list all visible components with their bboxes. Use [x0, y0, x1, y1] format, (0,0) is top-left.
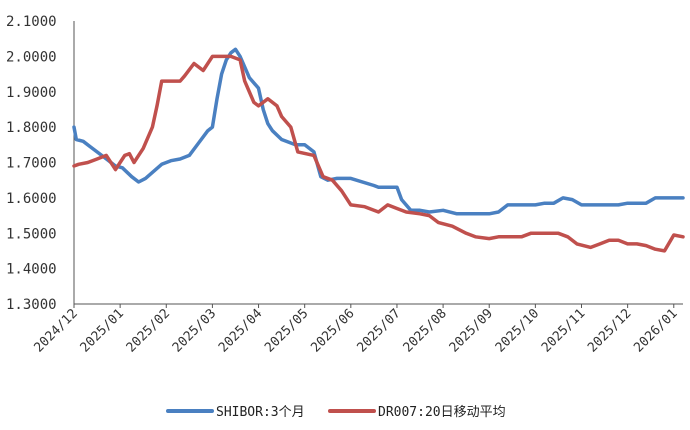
x-tick-label: 2025/06 [308, 306, 357, 355]
y-tick-label: 1.3000 [6, 297, 57, 313]
x-tick-label: 2025/04 [216, 306, 265, 355]
legend: SHIBOR:3个月 DR007:20日移动平均 [166, 405, 506, 420]
legend-label: SHIBOR:3个月 [216, 405, 305, 420]
x-tick-label: 2025/05 [262, 306, 311, 355]
y-tick-label: 2.1000 [6, 14, 57, 30]
x-tick-label: 2025/11 [539, 306, 588, 355]
x-tick-label: 2025/08 [401, 306, 450, 355]
series-line-shibor-3m [72, 47, 685, 216]
x-tick-label: 2025/03 [170, 306, 219, 355]
series-layer [72, 47, 685, 253]
series-line-dr007-ma20 [72, 54, 685, 253]
x-tick-label: 2025/09 [447, 306, 496, 355]
x-tick-label: 2025/12 [585, 306, 634, 355]
y-tick-label: 1.8000 [6, 120, 57, 136]
x-axis-tick-labels: 2024/122025/012025/022025/032025/042025/… [31, 304, 681, 356]
y-axis-tick-labels: 1.3000 1.4000 1.5000 1.6000 1.7000 1.8000 1.90… [6, 14, 57, 313]
x-tick-label: 2025/02 [124, 306, 173, 355]
x-tick-label: 2026/01 [631, 306, 680, 355]
x-tick-label: 2025/07 [354, 306, 403, 355]
x-tick-label: 2025/01 [78, 306, 127, 355]
y-tick-label: 1.7000 [6, 156, 57, 172]
y-tick-label: 1.4000 [6, 262, 57, 278]
x-tick-label: 2024/12 [31, 306, 80, 355]
y-tick-label: 1.9000 [6, 85, 57, 101]
x-tick-label: 2025/10 [493, 306, 542, 355]
y-tick-label: 1.5000 [6, 226, 57, 242]
y-tick-label: 2.0000 [6, 49, 57, 65]
y-tick-label: 1.6000 [6, 191, 57, 207]
legend-label: DR007:20日移动平均 [378, 405, 506, 420]
